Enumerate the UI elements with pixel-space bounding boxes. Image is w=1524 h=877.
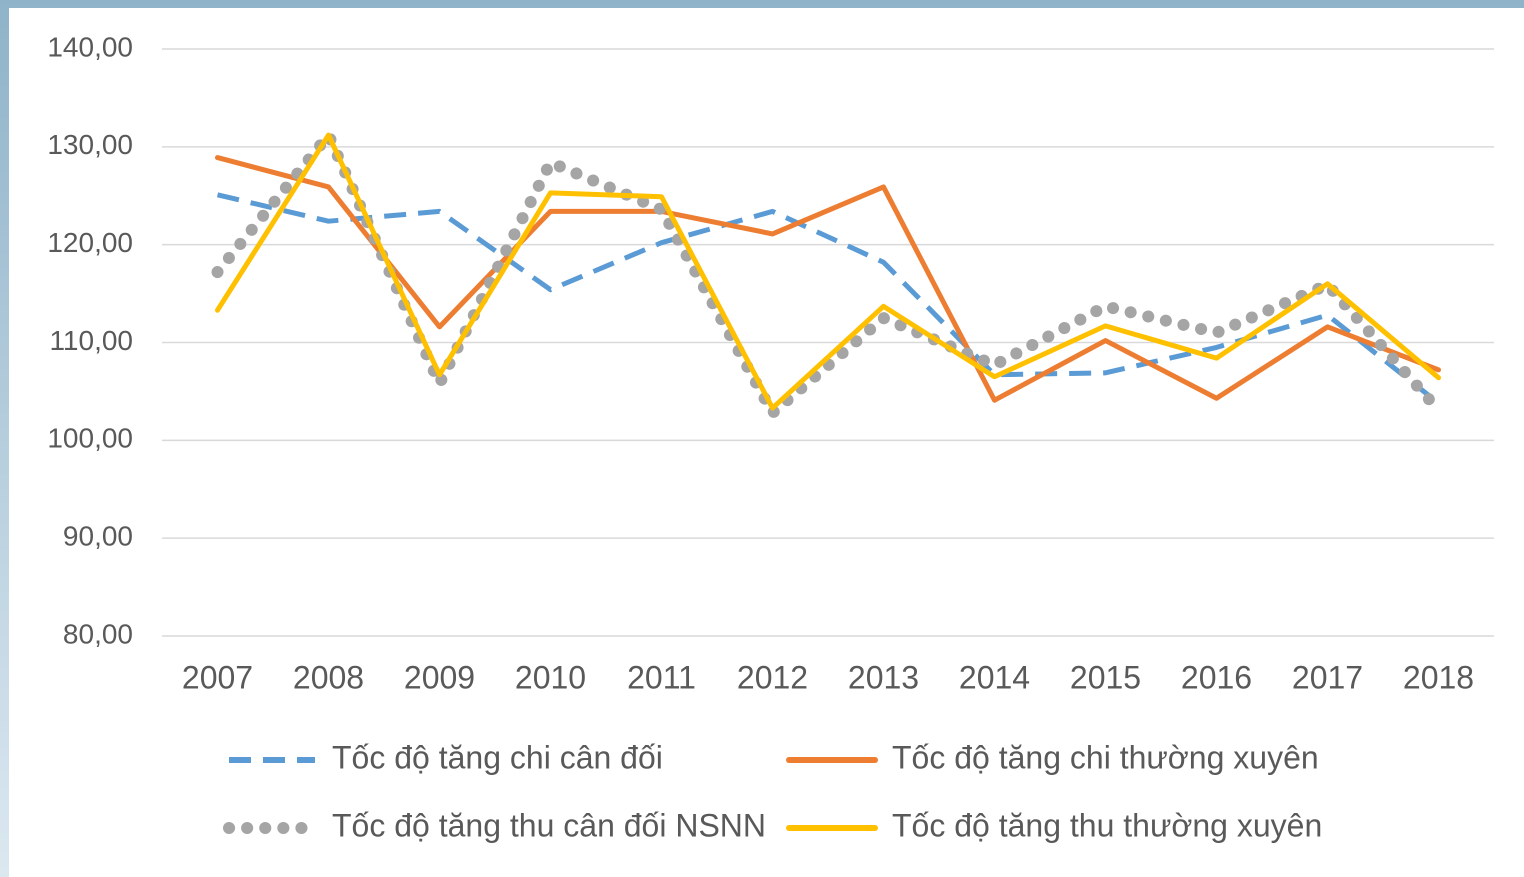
y-tick-label: 100,00 [47,423,133,454]
legend-label: Tốc độ tăng thu thường xuyên [892,807,1322,843]
y-tick-label: 90,00 [63,521,133,552]
x-tick-label: 2007 [182,659,253,695]
x-tick-label: 2012 [737,659,808,695]
x-tick-label: 2009 [404,659,475,695]
legend-label: Tốc độ tăng chi cân đối [332,739,663,775]
legend-label: Tốc độ tăng thu cân đối NSNN [332,807,766,843]
x-tick-label: 2017 [1292,659,1363,695]
x-tick-label: 2016 [1181,659,1252,695]
series-line [216,192,1441,406]
x-tick-label: 2013 [848,659,919,695]
y-tick-label: 120,00 [47,227,133,258]
x-tick-label: 2011 [627,659,696,695]
y-tick-label: 140,00 [47,31,133,62]
series-line [215,155,1441,403]
x-tick-label: 2018 [1403,659,1474,695]
legend-label: Tốc độ tăng chi thường xuyên [892,739,1319,775]
x-tick-label: 2010 [515,659,586,695]
x-tick-label: 2008 [293,659,364,695]
x-tick-label: 2015 [1070,659,1141,695]
series-line [215,132,1441,411]
y-tick-label: 110,00 [49,325,133,356]
y-tick-label: 130,00 [47,129,133,160]
chart-area [9,8,1524,877]
series-line [211,129,1445,419]
y-tick-label: 80,00 [63,618,133,649]
x-tick-label: 2014 [959,659,1030,695]
